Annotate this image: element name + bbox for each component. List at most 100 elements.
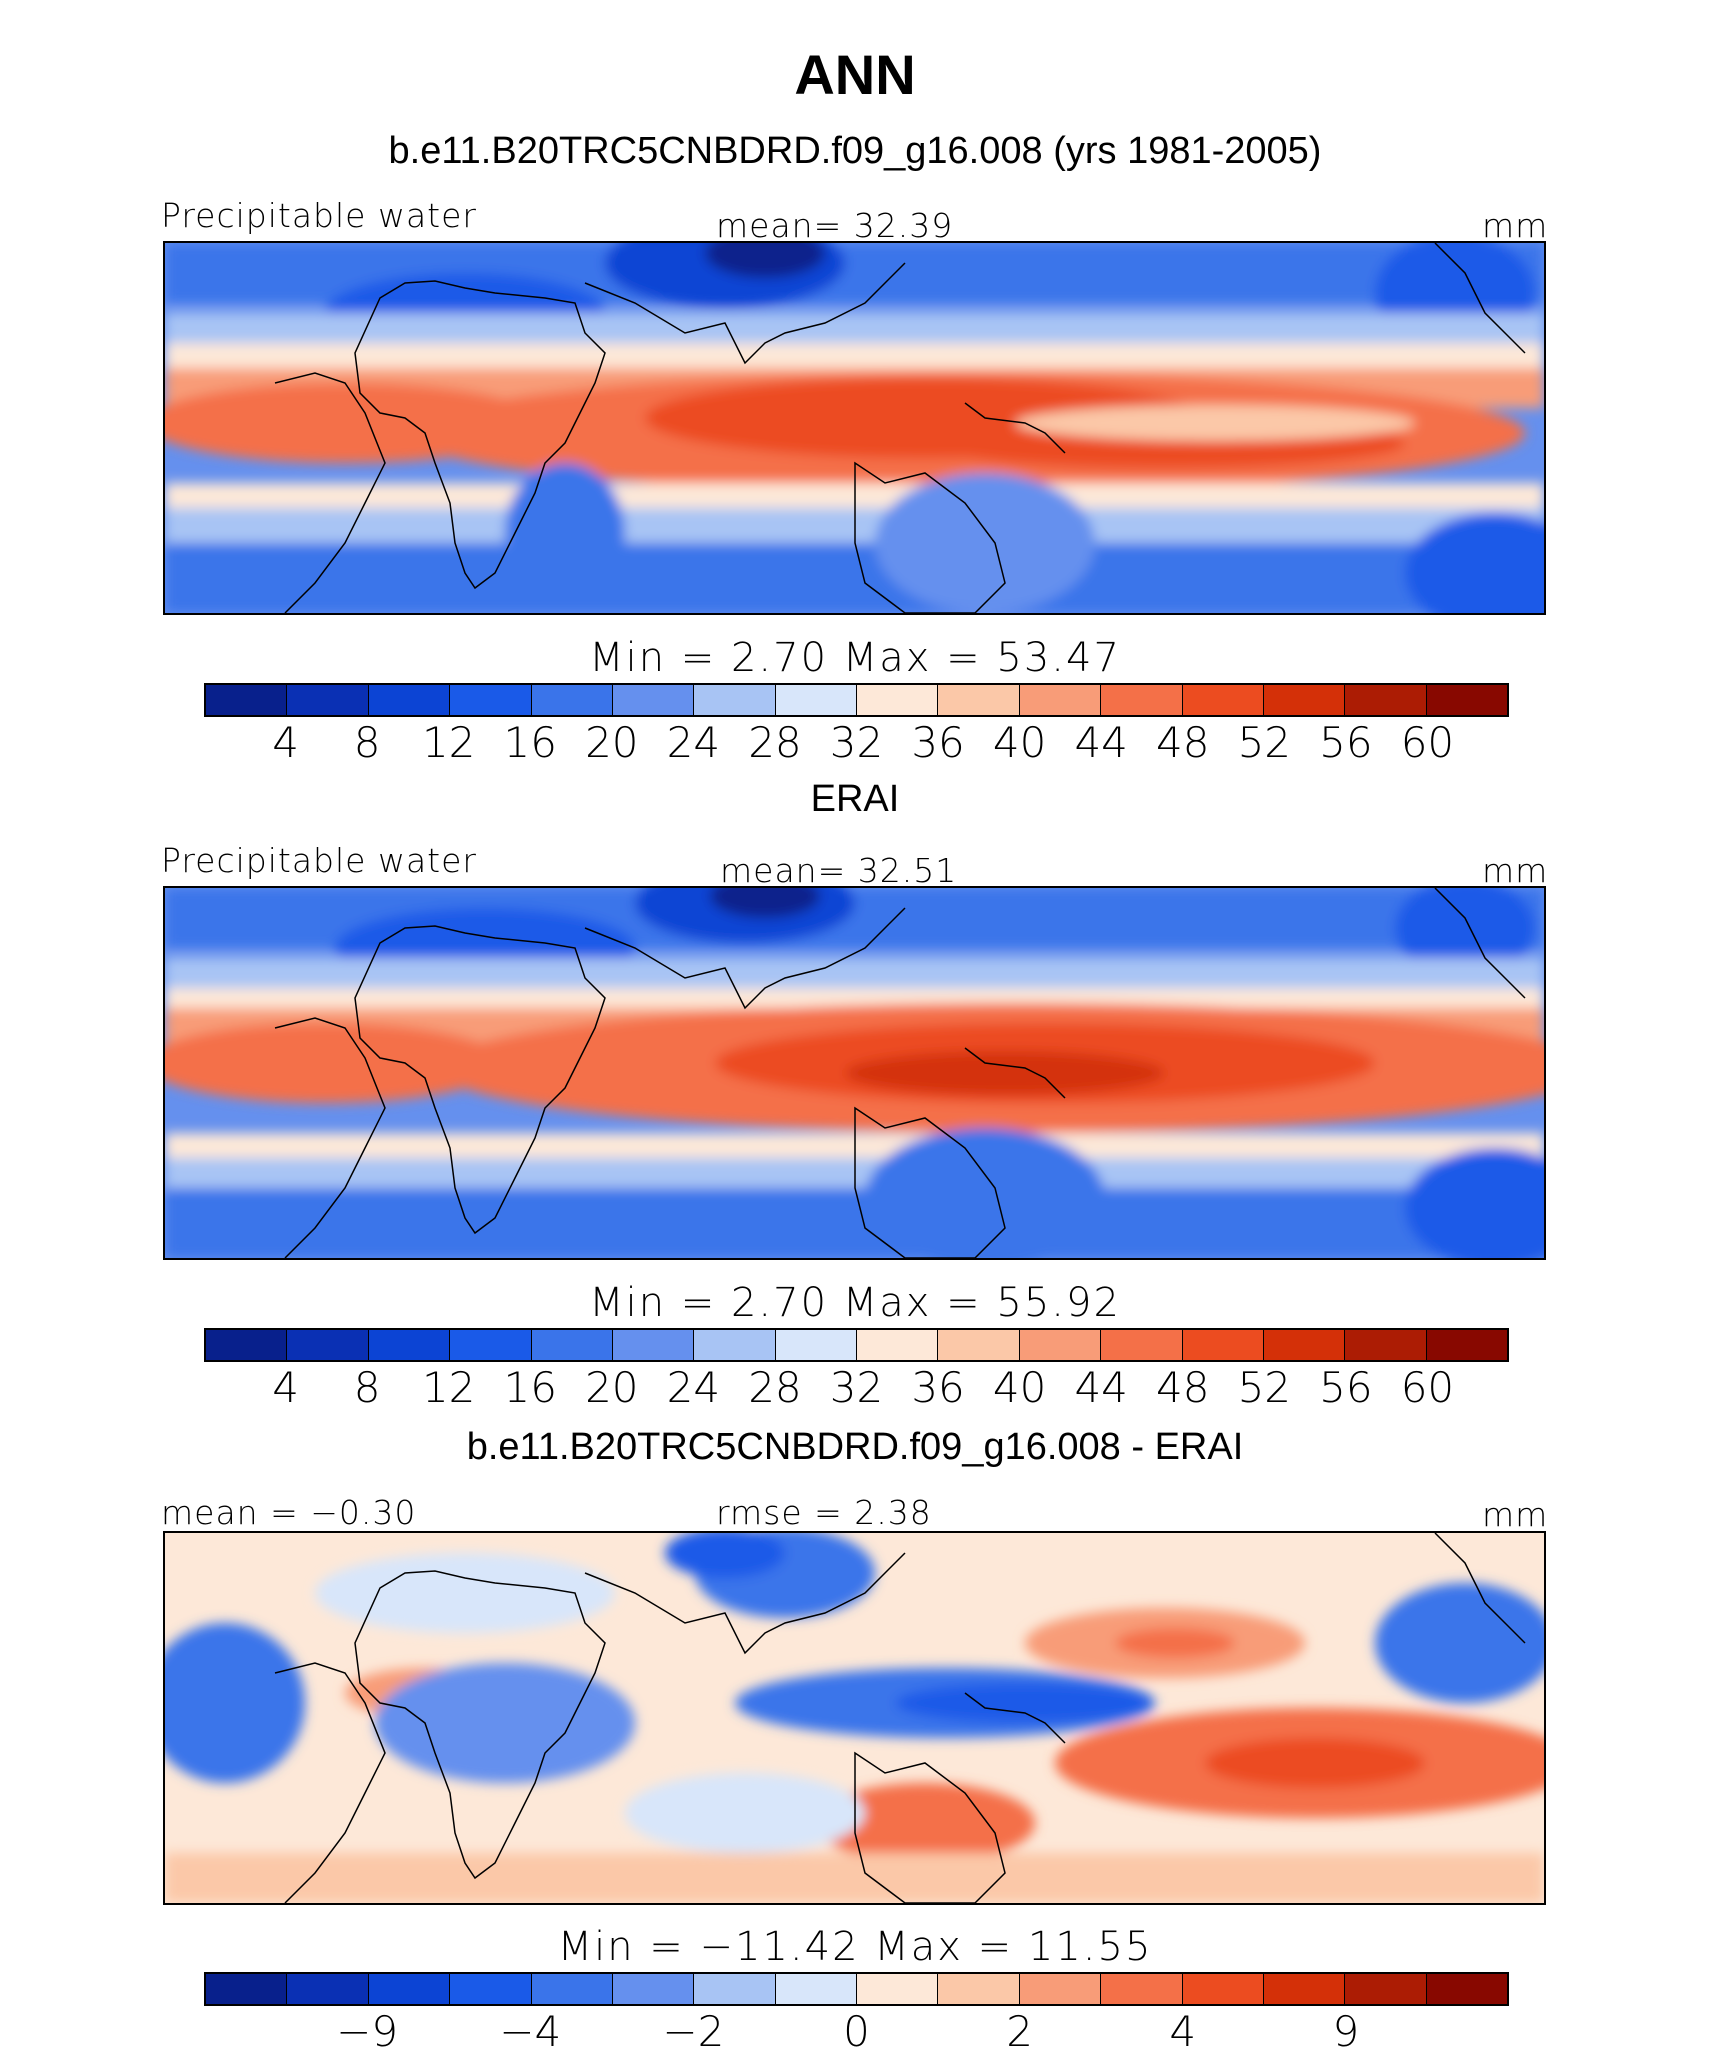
panel-3-rmse-label: rmse = 2.38 <box>716 1493 932 1532</box>
panel-1-variable-label: Precipitable water <box>161 196 477 235</box>
colorbar-box <box>1345 1974 1427 2004</box>
colorbar-tick-label: 32 <box>829 1363 884 1412</box>
colorbar-tick-label: 0 <box>843 2007 870 2056</box>
panel-2-colorbar <box>204 1328 1509 1362</box>
colorbar-tick-label: 40 <box>992 718 1047 767</box>
colorbar-box <box>857 1330 939 1360</box>
colorbar-tick-label: 4 <box>272 1363 299 1412</box>
colorbar-box <box>1345 685 1427 715</box>
colorbar-box <box>287 1330 369 1360</box>
panel-3-map <box>163 1531 1546 1905</box>
colorbar-tick-label: 2 <box>1006 2007 1033 2056</box>
colorbar-box <box>1182 1330 1264 1360</box>
colorbar-box <box>450 1974 532 2004</box>
panel-3-colorbar-ticks: −9 −4 −2 0 2 4 9 <box>204 2007 1509 2056</box>
colorbar-box <box>368 685 451 715</box>
colorbar-box <box>531 1974 613 2004</box>
colorbar-box <box>1263 1330 1346 1360</box>
colorbar-box <box>1019 1974 1102 2004</box>
colorbar-tick-label: 4 <box>272 718 299 767</box>
panel-2-colorbar-ticks: 4 8 12 16 20 24 28 32 36 40 44 48 52 56 … <box>204 1363 1509 1412</box>
panel-1-map <box>163 241 1546 615</box>
colorbar-box <box>938 1330 1020 1360</box>
panel-3-minmax: Min = −11.42 Max = 11.55 <box>557 1924 1153 1970</box>
panel-2-title: ERAI <box>810 778 900 820</box>
figure-title: ANN <box>794 43 916 106</box>
colorbar-box <box>1101 685 1183 715</box>
colorbar-box <box>531 685 613 715</box>
colorbar-box <box>1182 1974 1264 2004</box>
colorbar-tick-label: 28 <box>748 1363 802 1412</box>
panel-2-mean-label: mean= 32.51 <box>720 851 958 890</box>
colorbar-tick-label: 20 <box>585 718 639 767</box>
colorbar-tick-label: 9 <box>1332 2007 1360 2056</box>
colorbar-tick-label: 60 <box>1400 1363 1455 1412</box>
panel-3-contour-field <box>165 1533 1544 1903</box>
colorbar-tick-label: −2 <box>662 2007 725 2056</box>
colorbar-box <box>206 1974 288 2004</box>
colorbar-box <box>857 685 939 715</box>
colorbar-box <box>694 1974 776 2004</box>
colorbar-box <box>694 1330 776 1360</box>
colorbar-tick-label: 12 <box>421 1363 476 1412</box>
colorbar-tick-label: 44 <box>1074 1363 1128 1412</box>
colorbar-box <box>775 1330 857 1360</box>
colorbar-box <box>1182 685 1264 715</box>
colorbar-tick-label: 32 <box>829 718 884 767</box>
colorbar-box <box>287 1974 369 2004</box>
colorbar-tick-label: 28 <box>748 718 802 767</box>
panel-1-units-label: mm <box>1482 206 1549 245</box>
colorbar-box <box>775 685 857 715</box>
panel-1-minmax: Min = 2.70 Max = 53.47 <box>589 635 1121 681</box>
colorbar-tick-label: 12 <box>421 718 476 767</box>
colorbar-box <box>1101 1974 1183 2004</box>
panel-2-variable-label: Precipitable water <box>161 841 477 880</box>
panel-2-map <box>163 886 1546 1260</box>
panel-1-colorbar <box>204 683 1509 717</box>
colorbar-box <box>1426 1330 1507 1360</box>
panel-2-minmax: Min = 2.70 Max = 55.92 <box>589 1280 1121 1326</box>
colorbar-tick-label: 8 <box>353 718 381 767</box>
colorbar-tick-label: 52 <box>1237 718 1292 767</box>
panel-1-colorbar-ticks: 4 8 12 16 20 24 28 32 36 40 44 48 52 56 … <box>204 718 1509 767</box>
colorbar-tick-label: 48 <box>1156 718 1210 767</box>
colorbar-box <box>368 1974 451 2004</box>
colorbar-box <box>1426 1974 1507 2004</box>
colorbar-box <box>1019 685 1102 715</box>
colorbar-tick-label: 8 <box>353 1363 381 1412</box>
colorbar-box <box>287 685 369 715</box>
colorbar-tick-label: 48 <box>1156 1363 1210 1412</box>
panel-3-units-label: mm <box>1482 1495 1549 1534</box>
colorbar-tick-label: 36 <box>911 718 965 767</box>
colorbar-tick-label: 40 <box>992 1363 1047 1412</box>
colorbar-box <box>857 1974 939 2004</box>
colorbar-box <box>206 1330 288 1360</box>
colorbar-box <box>938 1974 1020 2004</box>
colorbar-box <box>612 1974 695 2004</box>
colorbar-box <box>450 685 532 715</box>
colorbar-box <box>612 1330 695 1360</box>
panel-1-contour-field <box>165 243 1544 613</box>
colorbar-box <box>1263 685 1346 715</box>
panel-3-colorbar <box>204 1972 1509 2006</box>
colorbar-box <box>1101 1330 1183 1360</box>
panel-1-title: b.e11.B20TRC5CNBDRD.f09_g16.008 (yrs 198… <box>388 130 1322 172</box>
colorbar-tick-label: 60 <box>1400 718 1455 767</box>
colorbar-tick-label: 44 <box>1074 718 1128 767</box>
colorbar-tick-label: 16 <box>503 718 557 767</box>
colorbar-tick-label: 20 <box>585 1363 639 1412</box>
colorbar-box <box>612 685 695 715</box>
colorbar-tick-label: 56 <box>1319 718 1373 767</box>
colorbar-tick-label: 4 <box>1169 2007 1197 2056</box>
colorbar-box <box>450 1330 532 1360</box>
colorbar-tick-label: 16 <box>503 1363 557 1412</box>
panel-1-mean-label: mean= 32.39 <box>716 206 954 245</box>
colorbar-box <box>1019 1330 1102 1360</box>
colorbar-tick-label: 36 <box>911 1363 965 1412</box>
colorbar-box <box>206 685 288 715</box>
colorbar-tick-label: 24 <box>666 718 721 767</box>
colorbar-tick-label: 56 <box>1319 1363 1373 1412</box>
colorbar-tick-label: −9 <box>336 2007 399 2056</box>
colorbar-box <box>1426 685 1507 715</box>
panel-3-mean-label: mean = −0.30 <box>161 1493 417 1532</box>
